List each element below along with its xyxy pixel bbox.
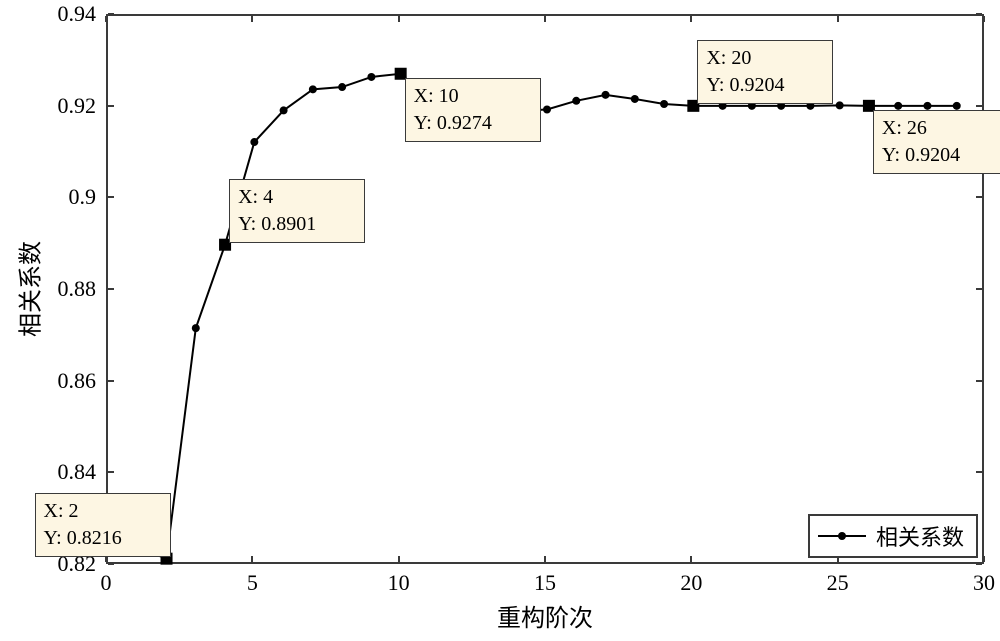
datatip-y: Y: 0.9204 [706, 72, 824, 99]
x-axis-label: 重构阶次 [497, 598, 593, 633]
datatip: X: 20Y: 0.9204 [697, 40, 833, 104]
datatip-y: Y: 0.8901 [238, 211, 356, 238]
xtick-label: 30 [973, 570, 995, 596]
datatip-y: Y: 0.9274 [414, 110, 532, 137]
xtick-label: 25 [827, 570, 849, 596]
legend-swatch [818, 535, 866, 537]
datatip: X: 4Y: 0.8901 [229, 179, 365, 243]
ytick-label: 0.86 [36, 368, 96, 394]
datatip: X: 2Y: 0.8216 [35, 493, 171, 557]
xtick-label: 5 [247, 570, 258, 596]
datatip: X: 26Y: 0.9204 [873, 110, 1000, 174]
datatip-x: X: 2 [44, 498, 162, 525]
ytick-label: 0.9 [36, 184, 96, 210]
datatip-x: X: 4 [238, 184, 356, 211]
plot-area: 相关系数 [106, 14, 984, 564]
datatip-y: Y: 0.8216 [44, 525, 162, 552]
series-line [108, 16, 986, 566]
datatip-y: Y: 0.9204 [882, 142, 1000, 169]
ytick-label: 0.94 [36, 1, 96, 27]
xtick-label: 15 [534, 570, 556, 596]
datatip-x: X: 26 [882, 115, 1000, 142]
ytick-label: 0.92 [36, 93, 96, 119]
ytick-label: 0.84 [36, 459, 96, 485]
y-axis-label: 相关系数 [11, 241, 46, 337]
datatip-x: X: 10 [414, 83, 532, 110]
xtick-label: 0 [101, 570, 112, 596]
xtick-label: 20 [680, 570, 702, 596]
datatip: X: 10Y: 0.9274 [405, 78, 541, 142]
legend-label: 相关系数 [876, 520, 964, 552]
datatip-x: X: 20 [706, 45, 824, 72]
legend: 相关系数 [808, 514, 978, 558]
figure: 相关系数 0.820.840.860.880.90.920.94 0510152… [0, 0, 1000, 641]
xtick-label: 10 [388, 570, 410, 596]
